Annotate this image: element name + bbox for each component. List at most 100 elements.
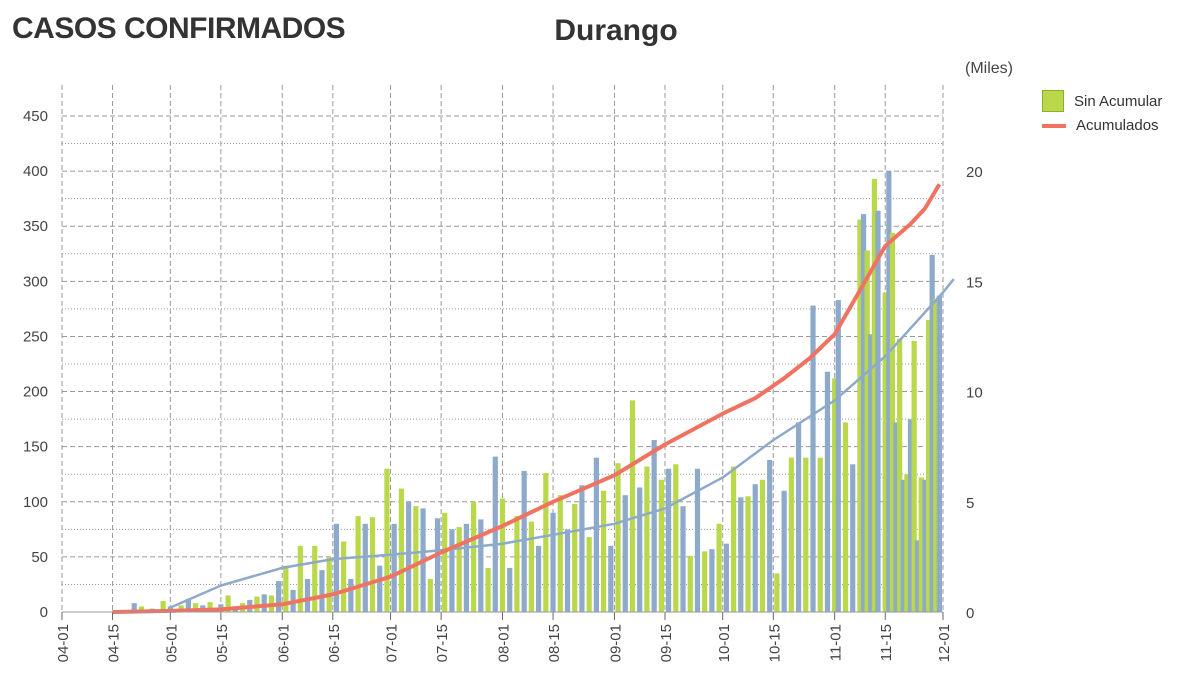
y-left-tick-label: 450	[23, 108, 48, 125]
daily-bar	[687, 555, 693, 612]
daily-bar	[304, 578, 311, 612]
daily-bar	[384, 468, 390, 612]
daily-bar	[868, 334, 874, 612]
x-tick-label: 05-15	[214, 624, 231, 662]
daily-bar	[817, 457, 823, 612]
x-tick-label: 07-01	[384, 624, 401, 662]
daily-bar	[759, 479, 766, 612]
x-tick-label: 12-01	[936, 624, 953, 662]
daily-bar	[507, 567, 513, 612]
daily-bar	[514, 516, 520, 612]
daily-bar	[788, 457, 794, 612]
x-tick-label: 09-01	[607, 624, 624, 662]
x-tick-label: 04-15	[106, 624, 123, 662]
daily-bar	[564, 529, 571, 612]
x-tick-label: 06-15	[326, 624, 343, 662]
daily-bar	[702, 551, 708, 612]
daily-bar	[622, 495, 628, 612]
daily-bar	[406, 501, 412, 612]
y-left-tick-label: 150	[23, 439, 48, 456]
daily-bar	[492, 456, 498, 612]
daily-bar	[192, 603, 199, 612]
daily-bar	[355, 516, 361, 612]
daily-bar	[850, 464, 856, 612]
daily-bar	[536, 545, 542, 612]
daily-bar	[925, 319, 932, 612]
daily-bar	[904, 474, 910, 612]
daily-bar	[276, 581, 282, 612]
daily-bar	[832, 378, 838, 612]
y-left-tick-label: 350	[23, 218, 48, 235]
legend-label-sin-acumular: Sin Acumular	[1074, 92, 1163, 110]
daily-bar	[377, 565, 383, 612]
daily-bar	[795, 422, 802, 612]
y-left-tick-label: 300	[23, 273, 48, 290]
daily-bar	[709, 549, 715, 612]
y-left-tick-label: 250	[23, 328, 48, 345]
daily-bar	[871, 178, 877, 612]
daily-bar	[283, 565, 289, 612]
daily-bar	[629, 400, 636, 612]
x-tick-label: 10-15	[766, 624, 783, 662]
x-tick-label: 08-01	[496, 624, 513, 662]
y-left-tick-label: 100	[23, 494, 48, 511]
daily-bar	[774, 573, 780, 612]
daily-bar	[723, 543, 729, 612]
daily-bar	[922, 479, 928, 612]
daily-bar	[907, 419, 914, 612]
daily-bar	[644, 466, 650, 612]
x-tick-label: 08-15	[546, 624, 563, 662]
x-tick-label: 10-01	[716, 624, 733, 662]
daily-bar	[319, 570, 325, 612]
daily-bar	[864, 250, 870, 612]
legend-line-swatch	[1042, 124, 1066, 128]
legend-item-sin-acumular[interactable]: Sin Acumular	[1042, 89, 1162, 113]
daily-bar	[398, 488, 405, 612]
daily-bar	[521, 470, 527, 612]
daily-bar	[254, 596, 260, 612]
trend-line	[169, 278, 955, 609]
daily-bar	[730, 466, 737, 612]
x-tick-label: 04-01	[55, 624, 72, 662]
daily-bar	[326, 556, 332, 612]
daily-bar	[434, 518, 441, 612]
daily-bar	[593, 457, 599, 612]
daily-bar	[550, 512, 556, 612]
daily-bar	[651, 440, 657, 612]
daily-bar	[608, 545, 614, 612]
cumulative-line	[112, 183, 942, 614]
daily-bar	[918, 477, 924, 612]
y-left-tick-label: 0	[40, 604, 48, 621]
daily-bar	[673, 464, 679, 612]
daily-bar	[471, 501, 477, 612]
daily-bar	[348, 578, 354, 612]
daily-bar	[875, 210, 881, 612]
daily-bar	[882, 292, 888, 612]
daily-bar	[738, 497, 744, 612]
daily-bar	[485, 567, 491, 612]
daily-bar	[842, 422, 849, 612]
daily-bar	[369, 517, 376, 612]
daily-bar	[456, 527, 462, 612]
daily-bar	[824, 371, 831, 612]
x-tick-label: 07-15	[434, 624, 451, 662]
daily-bar	[478, 519, 484, 612]
daily-bar	[929, 254, 935, 612]
daily-bar	[391, 523, 397, 612]
x-tick-label: 11-15	[878, 624, 895, 661]
daily-bar	[637, 487, 643, 612]
daily-bar	[572, 503, 578, 612]
legend-label-acumulados: Acumulados	[1076, 116, 1159, 134]
daily-bar	[886, 171, 892, 612]
daily-bar	[528, 521, 534, 612]
daily-bar	[207, 602, 213, 612]
y-right-tick-label: 15	[966, 274, 983, 291]
daily-bar	[835, 300, 841, 612]
daily-bar	[893, 422, 899, 612]
legend-item-acumulados[interactable]: Acumulados	[1042, 113, 1162, 137]
legend-bar-swatch	[1042, 90, 1064, 112]
daily-bar	[413, 506, 419, 612]
daily-bar	[586, 537, 592, 612]
daily-bar	[752, 484, 758, 612]
right-axis-unit-label: (Miles)	[965, 60, 1013, 77]
